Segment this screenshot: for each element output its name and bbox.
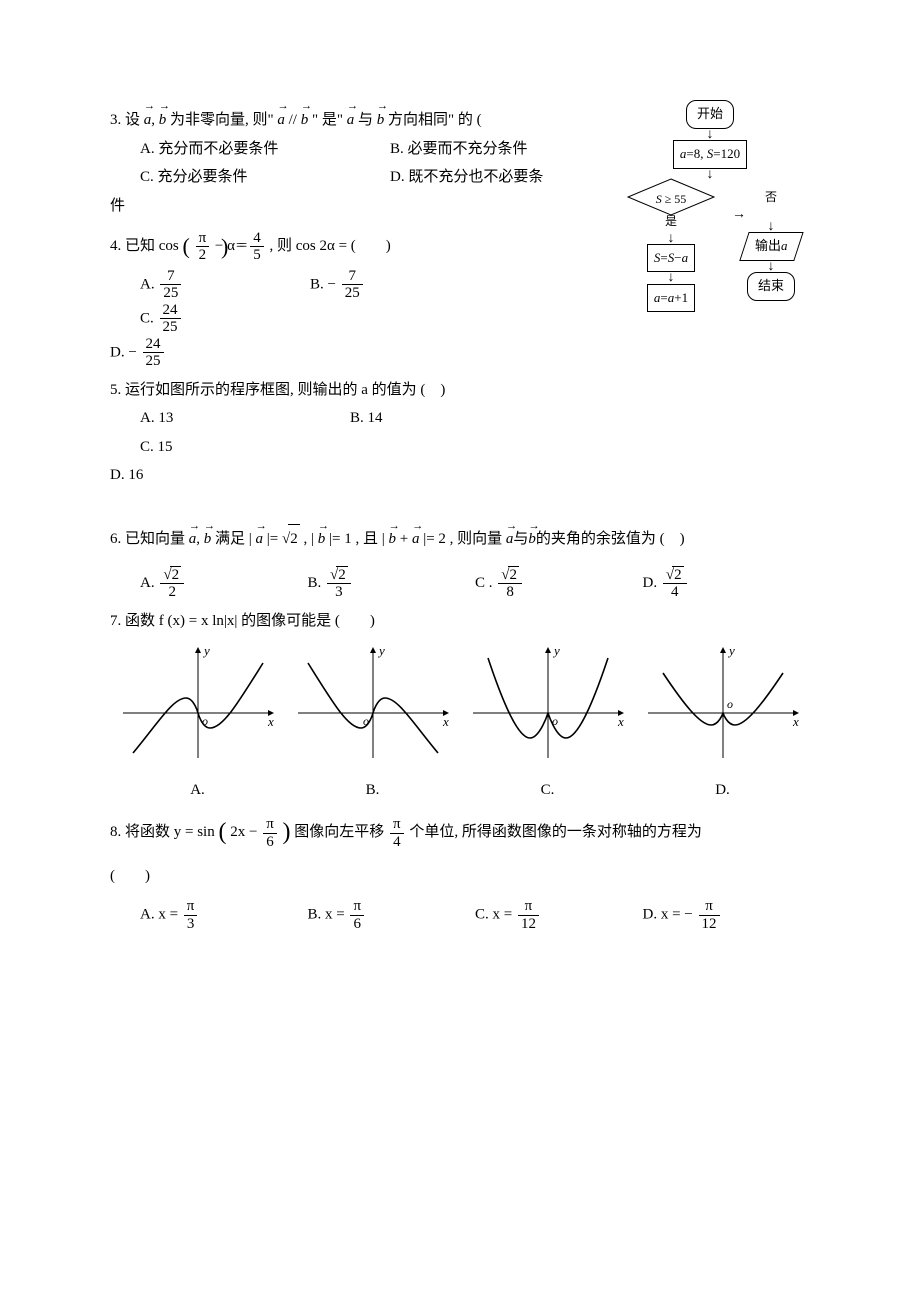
q8-opt-c: C. x = π12 xyxy=(475,898,643,932)
q3-q5-row: 3. 设 a, b 为非零向量, 则" a // b " 是" a 与 b 方向… xyxy=(110,100,810,490)
svg-text:x: x xyxy=(792,714,799,729)
q5-stem: 5. 运行如图所示的程序框图, 则输出的 a 的值为 ( ) xyxy=(110,376,598,405)
q8-paren: ( ) xyxy=(110,862,810,891)
q7-graph-d: x y o xyxy=(643,643,803,774)
q3-opt-d: D. 既不充分也不必要条 xyxy=(390,163,543,192)
svg-text:o: o xyxy=(727,697,733,711)
q4-opt-b: B. − 725 xyxy=(310,268,490,302)
svg-text:y: y xyxy=(552,643,560,658)
question-7: 7. 函数 f (x) = x ln|x| 的图像可能是 ( ) x y o x… xyxy=(110,607,810,805)
fc-a-upd: a=a+1 xyxy=(647,284,695,313)
q4-opt-a: A. 725 xyxy=(140,268,290,302)
q3-opt-b: B. 必要而不充分条件 xyxy=(390,135,540,164)
q6-opt-c: C . 28 xyxy=(475,566,643,601)
q7-graph-b: x y o xyxy=(293,643,453,774)
q5-opt-d: D. 16 xyxy=(110,461,598,490)
svg-text:y: y xyxy=(377,643,385,658)
q8-opt-a: A. x = π3 xyxy=(140,898,308,932)
q7-labels: A. B. C. D. xyxy=(110,776,810,805)
q3-q5-main: 3. 设 a, b 为非零向量, 则" a // b " 是" a 与 b 方向… xyxy=(110,100,598,490)
q4-options: A. 725 B. − 725 C. 2425 xyxy=(140,268,598,336)
q8-opt-b: B. x = π6 xyxy=(308,898,476,932)
q3-opt-a: A. 充分而不必要条件 xyxy=(140,135,370,164)
q7-opt-b: B. xyxy=(293,776,453,805)
q3-opt-c: C. 充分必要条件 xyxy=(140,163,370,192)
q7-graph-c: x y o xyxy=(468,643,628,774)
arrow-icon: ↓ xyxy=(610,129,810,140)
q8-options: A. x = π3 B. x = π6 C. x = π12 D. x = − … xyxy=(140,898,810,932)
q3-pre: 3. 设 xyxy=(110,112,140,128)
arrow-icon: ↓ xyxy=(610,272,732,283)
svg-text:y: y xyxy=(202,643,210,658)
svg-text:x: x xyxy=(617,714,624,729)
q6-opt-d: D. 24 xyxy=(643,566,811,601)
arrow-icon: ↓ xyxy=(732,261,810,272)
question-6: 6. 已知向量 a, b 满足 | a |= 2 , | b |= 1 , 且 … xyxy=(110,524,810,601)
arrow-icon: ↓ xyxy=(732,221,810,232)
q3-stem: 3. 设 a, b 为非零向量, 则" a // b " 是" a 与 b 方向… xyxy=(110,112,482,128)
q4-stem: 4. 已知 cos ( π 2 − α = ) = 4 5 , 则 cos 2α… xyxy=(110,238,391,254)
flowchart: 开始 ↓ a=8, S=120 ↓ S ≥ 55 是 ↓ S=S−a ↓ a=a… xyxy=(610,100,810,312)
fc-start: 开始 xyxy=(686,100,734,129)
q5-opt-c: C. 15 xyxy=(140,433,290,462)
q6-opt-a: A. 22 xyxy=(140,566,308,601)
svg-text:x: x xyxy=(267,714,274,729)
fc-s-upd: S=S−a xyxy=(647,244,695,273)
q7-graph-a: x y o xyxy=(118,643,278,774)
vec-b: b xyxy=(159,106,167,135)
q5-opt-a: A. 13 xyxy=(140,404,330,433)
vec-a: a xyxy=(144,106,152,135)
arrow-icon: ↓ xyxy=(610,233,732,244)
q7-opt-c: C. xyxy=(468,776,628,805)
fc-init: a=8, S=120 xyxy=(673,140,747,169)
q7-graphs: x y o x y o x y o xyxy=(110,643,810,774)
svg-text:x: x xyxy=(442,714,449,729)
q4-frac1: π 2 xyxy=(196,230,210,264)
fc-out: 输出a xyxy=(739,232,803,261)
q5-opt-b: B. 14 xyxy=(350,404,540,433)
q7-stem: 7. 函数 f (x) = x ln|x| 的图像可能是 ( ) xyxy=(110,607,810,636)
question-3: 3. 设 a, b 为非零向量, 则" a // b " 是" a 与 b 方向… xyxy=(110,106,598,220)
q4-frac2: 4 5 xyxy=(250,230,264,264)
fc-no: 否 xyxy=(732,186,810,209)
q6-opt-b: B. 23 xyxy=(308,566,476,601)
svg-text:y: y xyxy=(727,643,735,658)
question-5: 5. 运行如图所示的程序框图, 则输出的 a 的值为 ( ) A. 13 B. … xyxy=(110,376,598,490)
q6-options: A. 22 B. 23 C . 28 D. 24 xyxy=(140,566,810,601)
q3-tail: 件 xyxy=(110,192,598,221)
fc-end: 结束 xyxy=(747,272,795,301)
question-8: 8. 将函数 y = sin ( 2x − π6 ) 图像向左平移 π4 个单位… xyxy=(110,810,810,932)
question-4: 4. 已知 cos ( π 2 − α = ) = 4 5 , 则 cos 2α… xyxy=(110,226,598,370)
q5-options: A. 13 B. 14 C. 15 xyxy=(140,404,598,461)
q7-opt-d: D. xyxy=(643,776,803,805)
fc-diamond: S ≥ 55 xyxy=(639,184,703,210)
q7-opt-a: A. xyxy=(118,776,278,805)
q3-options: A. 充分而不必要条件 B. 必要而不充分条件 C. 充分必要条件 D. 既不充… xyxy=(140,135,598,192)
q8-opt-d: D. x = − π12 xyxy=(643,898,811,932)
q4-opt-d: D. − 2425 xyxy=(110,336,598,370)
q4-opt-c: C. 2425 xyxy=(140,302,290,336)
